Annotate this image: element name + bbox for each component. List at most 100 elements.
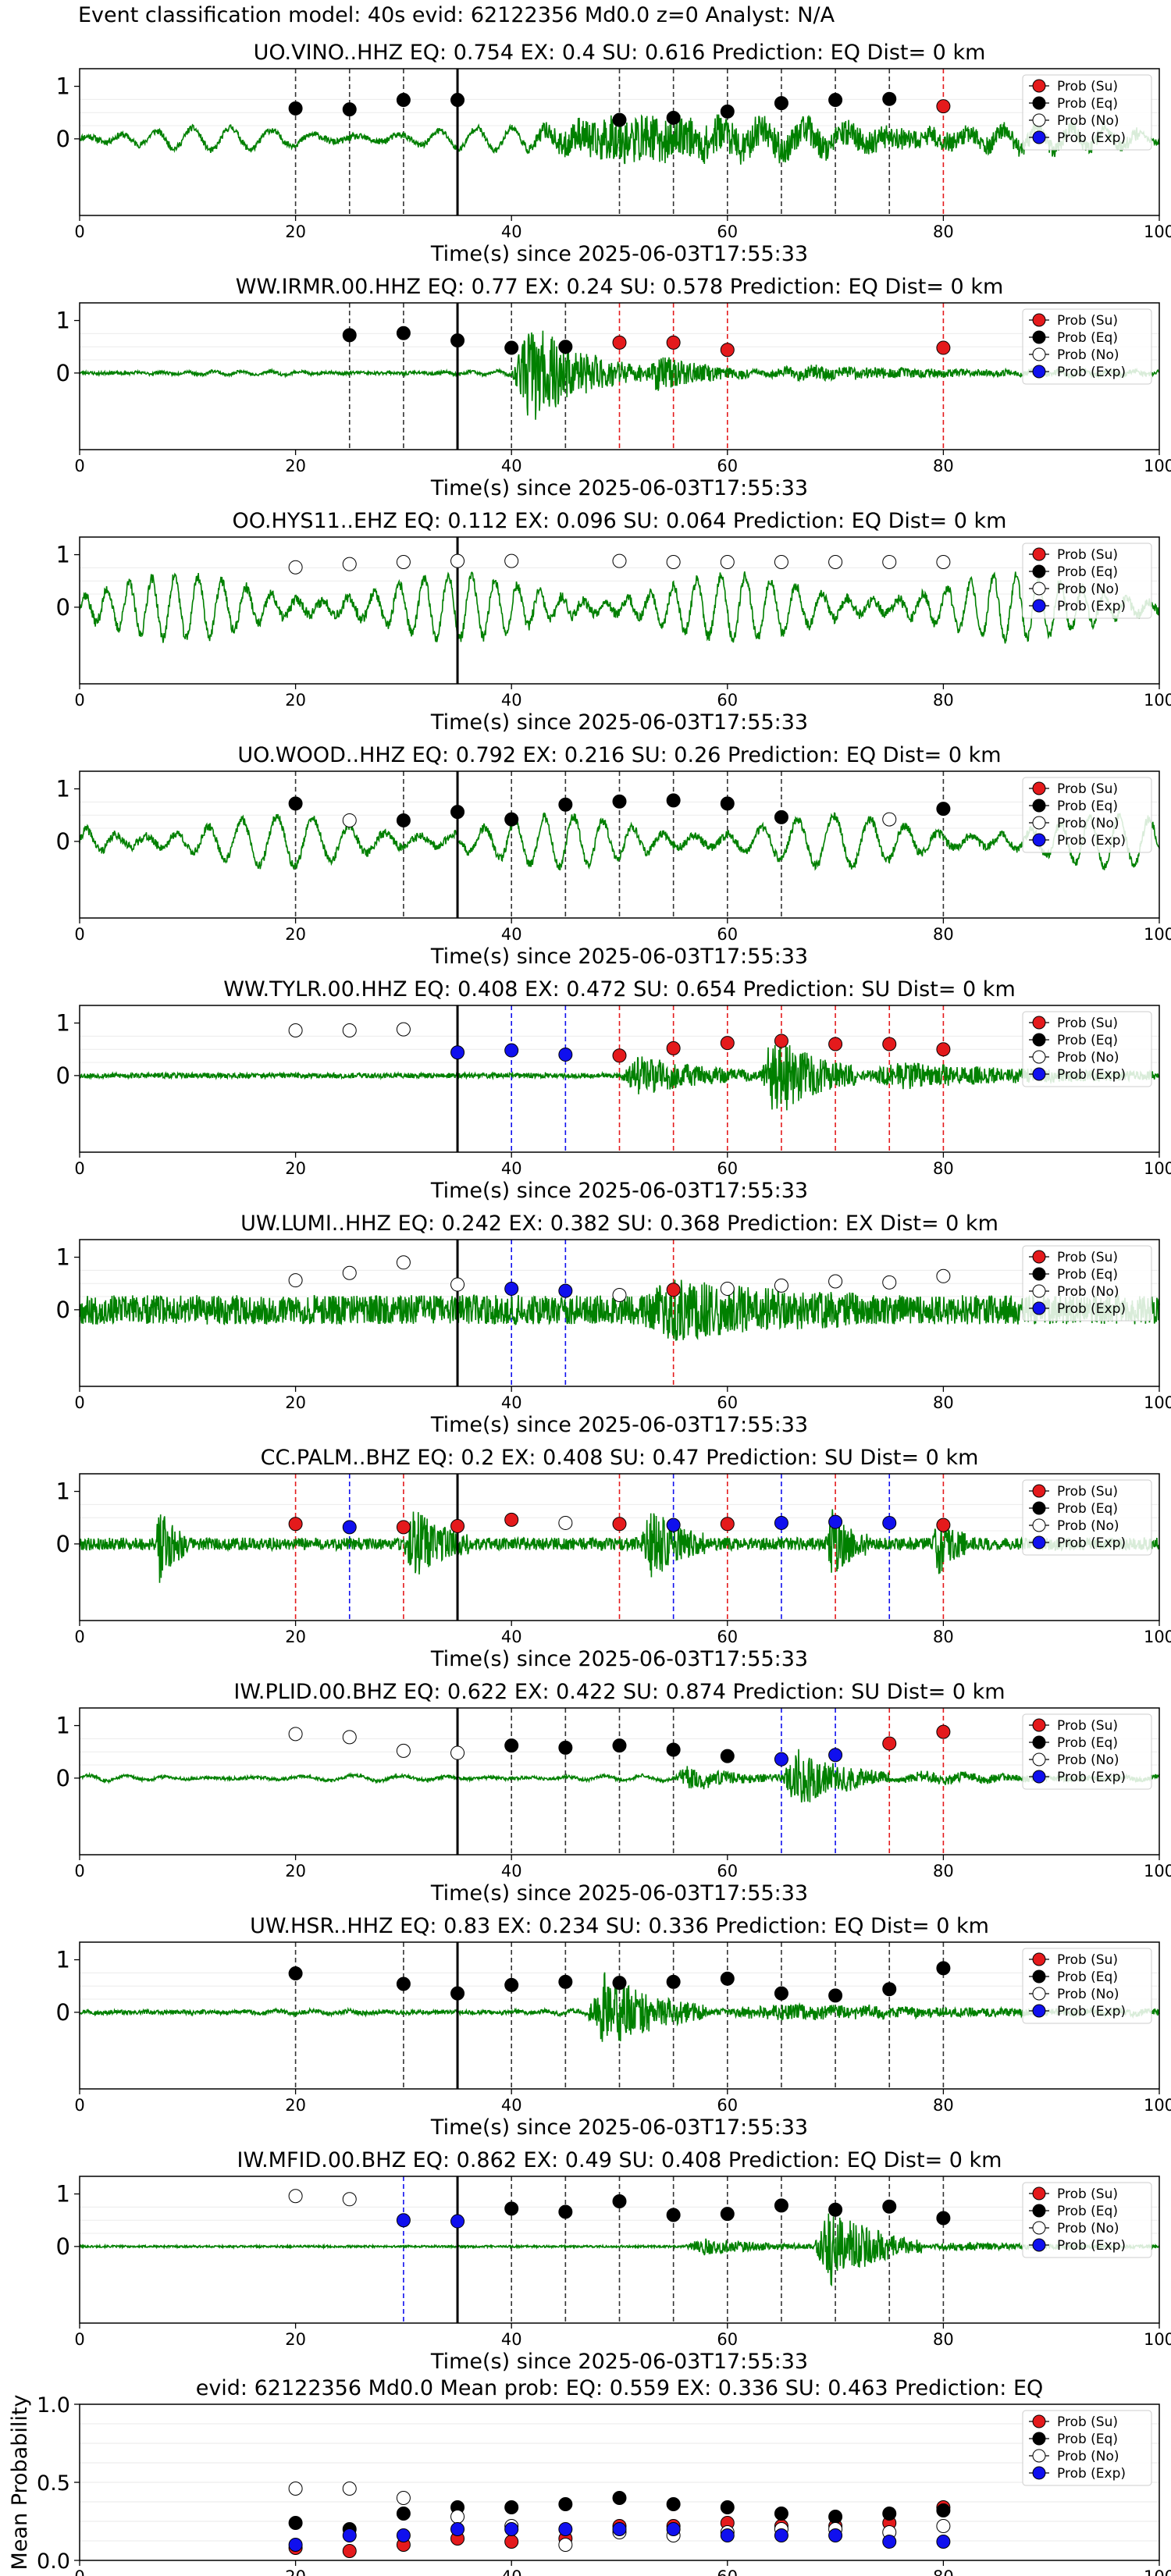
legend-box bbox=[1022, 543, 1152, 619]
legend-marker bbox=[1032, 1969, 1046, 1984]
prob-point bbox=[288, 1023, 303, 1037]
x-axis-label: Time(s) since 2025-06-03T17:55:33 bbox=[430, 1179, 808, 1203]
mean-point bbox=[720, 2528, 735, 2542]
legend-marker bbox=[1032, 347, 1046, 361]
mean-point bbox=[288, 2516, 303, 2530]
x-tick-label: 80 bbox=[933, 457, 954, 475]
x-tick-label: 40 bbox=[501, 1159, 522, 1178]
x-axis-label: Time(s) since 2025-06-03T17:55:33 bbox=[430, 945, 808, 969]
panel-3: OO.HYS11..EHZ EQ: 0.112 EX: 0.096 SU: 0.… bbox=[56, 509, 1171, 735]
legend-label: Prob (No) bbox=[1057, 1518, 1119, 1534]
prob-point bbox=[882, 1515, 897, 1530]
legend-marker bbox=[1032, 96, 1046, 110]
prob-point bbox=[450, 1745, 465, 1760]
mean-point bbox=[558, 2538, 573, 2552]
legend-marker bbox=[1032, 130, 1046, 144]
x-tick-label: 40 bbox=[501, 691, 522, 710]
legend-marker bbox=[1032, 1050, 1046, 1064]
y-tick-label: 0.5 bbox=[37, 2471, 70, 2496]
legend: Prob (Su)Prob (Eq)Prob (No)Prob (Exp) bbox=[1022, 308, 1152, 385]
prob-point bbox=[828, 2202, 843, 2217]
prob-point bbox=[288, 1727, 303, 1742]
prob-point bbox=[396, 1743, 411, 1758]
x-tick-label: 0 bbox=[74, 1862, 84, 1880]
prob-point bbox=[450, 553, 465, 568]
legend-label: Prob (Exp) bbox=[1057, 365, 1126, 380]
legend-label: Prob (Exp) bbox=[1057, 1535, 1126, 1551]
legend-label: Prob (Exp) bbox=[1057, 1301, 1126, 1317]
x-tick-label: 0 bbox=[74, 222, 84, 241]
prob-point bbox=[882, 91, 897, 106]
legend-box bbox=[1022, 2182, 1152, 2258]
panel-11: evid: 62122356 Md0.0 Mean prob: EQ: 0.55… bbox=[8, 2376, 1171, 2576]
legend-marker bbox=[1032, 1752, 1046, 1767]
prob-point bbox=[774, 554, 788, 569]
legend-label: Prob (Eq) bbox=[1057, 2204, 1118, 2219]
x-tick-label: 60 bbox=[717, 691, 738, 710]
prob-point bbox=[396, 813, 411, 827]
legend-marker bbox=[1032, 547, 1046, 561]
legend-label: Prob (Exp) bbox=[1057, 2466, 1126, 2482]
x-tick-label: 0 bbox=[74, 2096, 84, 2115]
legend-label: Prob (No) bbox=[1057, 2221, 1119, 2236]
prob-point bbox=[288, 796, 303, 811]
legend-marker bbox=[1032, 79, 1046, 93]
y-axis-label: Mean Probability bbox=[8, 2395, 32, 2571]
prob-point bbox=[720, 343, 735, 358]
y-tick-label: 0 bbox=[56, 594, 70, 621]
legend-label: Prob (No) bbox=[1057, 113, 1119, 129]
legend-label: Prob (Eq) bbox=[1057, 1969, 1118, 1985]
legend-label: Prob (No) bbox=[1057, 2449, 1119, 2464]
mean-point bbox=[612, 2522, 627, 2536]
x-tick-label: 20 bbox=[285, 457, 306, 475]
prob-point bbox=[558, 1974, 573, 1989]
legend-box bbox=[1022, 308, 1152, 385]
x-tick-label: 20 bbox=[285, 222, 306, 241]
legend-label: Prob (Eq) bbox=[1057, 96, 1118, 112]
mean-point bbox=[882, 2535, 897, 2549]
x-tick-label: 40 bbox=[501, 457, 522, 475]
x-tick-label: 0 bbox=[74, 925, 84, 944]
prob-point bbox=[288, 1966, 303, 1981]
legend-marker bbox=[1032, 2432, 1046, 2446]
legend: Prob (Su)Prob (Eq)Prob (No)Prob (Exp) bbox=[1022, 2410, 1152, 2486]
prob-point bbox=[396, 2213, 411, 2228]
prob-point bbox=[882, 812, 897, 827]
prob-point bbox=[828, 1274, 843, 1289]
legend-label: Prob (No) bbox=[1057, 1987, 1119, 2002]
x-tick-label: 20 bbox=[285, 2330, 306, 2349]
waveform-trace bbox=[79, 2213, 1160, 2287]
prob-point bbox=[450, 93, 465, 108]
x-tick-label: 60 bbox=[717, 1628, 738, 1646]
waveform-trace bbox=[79, 1972, 1160, 2042]
y-tick-label: 1 bbox=[56, 308, 70, 334]
mean-point bbox=[774, 2528, 788, 2542]
mean-point bbox=[828, 2528, 843, 2542]
legend-marker bbox=[1032, 313, 1046, 327]
prob-point bbox=[450, 2214, 465, 2229]
waveform-trace bbox=[79, 1279, 1160, 1341]
legend-marker bbox=[1032, 2204, 1046, 2218]
prob-point bbox=[450, 1045, 465, 1060]
legend: Prob (Su)Prob (Eq)Prob (No)Prob (Exp) bbox=[1022, 1713, 1152, 1790]
x-tick-label: 100 bbox=[1144, 925, 1171, 944]
legend-marker bbox=[1032, 1770, 1046, 1784]
prob-point bbox=[396, 1976, 411, 1991]
y-tick-label: 0 bbox=[56, 126, 70, 152]
axes-frame bbox=[79, 2176, 1160, 2324]
x-axis-label: Time(s) since 2025-06-03T17:55:33 bbox=[430, 242, 808, 266]
mean-point bbox=[450, 2510, 465, 2524]
mean-point bbox=[288, 2482, 303, 2496]
axes-frame bbox=[79, 1941, 1160, 2090]
legend-label: Prob (Exp) bbox=[1057, 2238, 1126, 2254]
x-axis-label: Time(s) since 2025-06-03T17:55:33 bbox=[430, 710, 808, 735]
prob-point bbox=[504, 1738, 519, 1753]
legend: Prob (Su)Prob (Eq)Prob (No)Prob (Exp) bbox=[1022, 1245, 1152, 1322]
prob-point bbox=[558, 2204, 573, 2219]
prob-point bbox=[828, 1514, 843, 1529]
axes-frame bbox=[79, 1473, 1160, 1621]
legend-marker bbox=[1032, 1033, 1046, 1047]
waveform-trace bbox=[79, 812, 1160, 871]
y-tick-label: 0 bbox=[56, 1062, 70, 1089]
prob-point bbox=[288, 101, 303, 116]
